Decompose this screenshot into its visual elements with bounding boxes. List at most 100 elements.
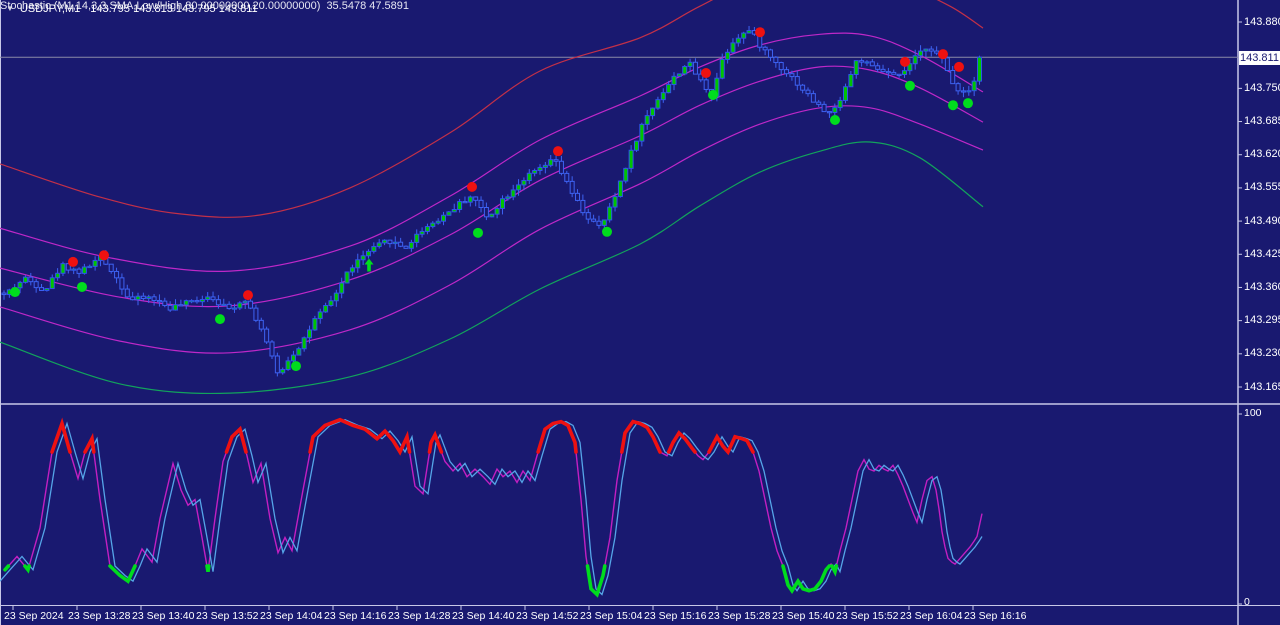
candle-bull[interactable]: [290, 354, 296, 362]
candle-bear[interactable]: [810, 93, 816, 103]
candle-bull[interactable]: [408, 241, 414, 249]
candle-bull[interactable]: [17, 281, 23, 289]
buy-signal-dot[interactable]: [963, 98, 973, 109]
candle-bull[interactable]: [617, 180, 623, 198]
candle-bear[interactable]: [33, 281, 39, 289]
sell-signal-dot[interactable]: [243, 290, 253, 301]
candle-bull[interactable]: [242, 300, 248, 304]
candle-bull[interactable]: [360, 255, 366, 261]
candle-bull[interactable]: [49, 277, 55, 290]
candle-bear[interactable]: [473, 196, 479, 201]
candle-bull[interactable]: [612, 196, 618, 208]
candle-bull[interactable]: [526, 172, 532, 182]
sell-signal-dot[interactable]: [938, 49, 948, 60]
candle-bull[interactable]: [92, 259, 98, 267]
candle-bull[interactable]: [135, 295, 141, 301]
sell-signal-dot[interactable]: [755, 27, 765, 38]
candle-bear[interactable]: [944, 57, 950, 71]
candle-bull[interactable]: [735, 37, 741, 44]
candle-bear[interactable]: [891, 71, 897, 75]
candle-bull[interactable]: [489, 213, 495, 218]
candle-bull[interactable]: [392, 241, 398, 245]
candle-bear[interactable]: [167, 304, 173, 311]
candle-bull[interactable]: [307, 329, 313, 339]
candle-bear[interactable]: [575, 192, 581, 201]
candle-bull[interactable]: [457, 201, 463, 211]
candle-bull[interactable]: [355, 259, 361, 269]
candle-bull[interactable]: [542, 164, 548, 168]
candle-bull[interactable]: [730, 42, 736, 53]
candle-bear[interactable]: [821, 103, 827, 113]
candle-bear[interactable]: [269, 341, 275, 357]
candle-bull[interactable]: [87, 265, 93, 269]
candle-bear[interactable]: [1, 292, 7, 296]
candle-bear[interactable]: [703, 79, 709, 90]
candle-bull[interactable]: [499, 198, 505, 209]
candle-bull[interactable]: [505, 196, 511, 200]
candle-bear[interactable]: [258, 319, 264, 330]
sell-signal-dot[interactable]: [553, 146, 563, 157]
candle-bear[interactable]: [124, 288, 130, 298]
candle-bull[interactable]: [494, 207, 500, 215]
candle-bull[interactable]: [339, 282, 345, 294]
candle-bull[interactable]: [435, 220, 441, 224]
candle-bear[interactable]: [800, 84, 806, 91]
candle-bear[interactable]: [569, 180, 575, 194]
candle-bull[interactable]: [719, 58, 725, 79]
buy-signal-dot[interactable]: [215, 314, 225, 325]
candle-bull[interactable]: [923, 48, 929, 52]
candle-bull[interactable]: [918, 50, 924, 57]
buy-signal-dot[interactable]: [708, 90, 718, 101]
buy-signal-dot[interactable]: [948, 100, 958, 111]
candle-bull[interactable]: [71, 268, 77, 271]
candle-bull[interactable]: [644, 115, 650, 125]
candle-bull[interactable]: [746, 30, 752, 34]
sell-signal-dot[interactable]: [954, 61, 964, 72]
candle-bear[interactable]: [403, 245, 409, 249]
candle-bear[interactable]: [194, 300, 200, 303]
candle-bull[interactable]: [333, 292, 339, 302]
candle-bull[interactable]: [864, 61, 870, 64]
candle-bull[interactable]: [60, 263, 66, 274]
candles-layer[interactable]: [1, 25, 983, 377]
candle-bear[interactable]: [215, 299, 221, 306]
sell-signal-dot[interactable]: [68, 256, 78, 267]
candle-bull[interactable]: [146, 296, 152, 300]
triangle-down-icon[interactable]: ▼: [6, 4, 14, 13]
candle-bull[interactable]: [977, 56, 983, 82]
candle-bull[interactable]: [912, 55, 918, 65]
candle-bear[interactable]: [210, 296, 216, 301]
candle-bear[interactable]: [130, 296, 136, 301]
candle-bear[interactable]: [805, 89, 811, 95]
candle-bear[interactable]: [387, 239, 393, 245]
sell-signal-dot[interactable]: [99, 250, 109, 261]
candle-bear[interactable]: [778, 62, 784, 71]
candle-bull[interactable]: [467, 196, 473, 203]
candle-bear[interactable]: [178, 304, 184, 307]
candle-bear[interactable]: [960, 90, 966, 93]
candle-bull[interactable]: [22, 276, 28, 283]
candle-bull[interactable]: [901, 70, 907, 76]
candle-bear[interactable]: [248, 300, 254, 309]
candle-bull[interactable]: [671, 75, 677, 86]
candle-bear[interactable]: [692, 61, 698, 75]
candle-bull[interactable]: [441, 214, 447, 222]
candle-bull[interactable]: [966, 90, 972, 93]
candle-bull[interactable]: [382, 239, 388, 244]
candle-bull[interactable]: [548, 159, 554, 166]
candle-bear[interactable]: [698, 73, 704, 81]
candle-bull[interactable]: [199, 299, 205, 303]
candle-bull[interactable]: [660, 92, 666, 101]
candle-bull[interactable]: [633, 140, 639, 151]
candle-bull[interactable]: [639, 123, 645, 142]
candle-bear[interactable]: [564, 172, 570, 182]
candle-bull[interactable]: [650, 107, 656, 117]
candle-bull[interactable]: [607, 206, 613, 221]
candle-bear[interactable]: [789, 73, 795, 78]
candle-bear[interactable]: [140, 295, 146, 300]
candle-bear[interactable]: [553, 159, 559, 162]
candle-bear[interactable]: [119, 277, 125, 290]
buy-signal-dot[interactable]: [473, 227, 483, 238]
candle-bear[interactable]: [875, 65, 881, 70]
candle-bull[interactable]: [349, 267, 355, 273]
